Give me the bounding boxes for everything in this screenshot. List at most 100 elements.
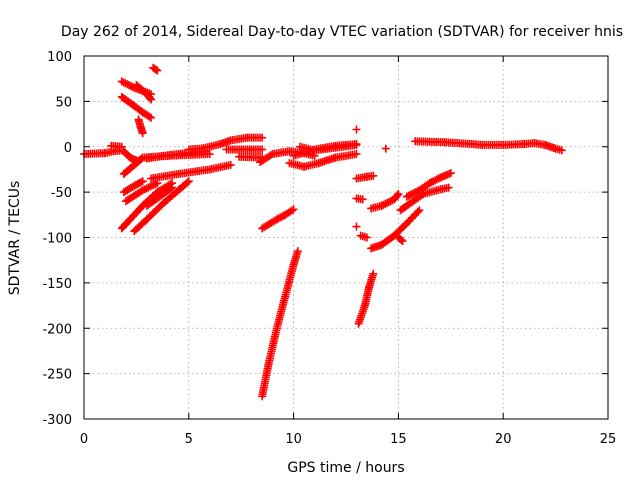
data-series-segment — [285, 150, 361, 171]
data-series-segment — [119, 177, 147, 197]
data-point — [377, 201, 386, 210]
data-point — [381, 144, 390, 153]
data-point — [415, 206, 424, 215]
plot-frame — [83, 55, 609, 420]
y-tick-label: 100 — [47, 50, 72, 65]
data-point — [406, 190, 415, 199]
data-series-segment — [356, 231, 371, 242]
data-point — [226, 160, 235, 169]
data-point — [293, 247, 302, 256]
data-point — [369, 269, 378, 278]
data-point — [184, 177, 193, 186]
data-point — [258, 145, 267, 154]
x-tick-label: 5 — [185, 432, 193, 447]
y-tick-label: -250 — [42, 368, 72, 383]
data-series-segment — [478, 139, 566, 155]
data-point — [145, 112, 154, 121]
data-point — [432, 175, 441, 184]
data-point — [266, 151, 275, 160]
data-series-segment — [142, 183, 177, 210]
data-point — [358, 195, 367, 204]
x-tick-label: 25 — [600, 432, 617, 447]
data-point — [384, 198, 393, 207]
data-series-segment — [258, 247, 302, 401]
data-point — [119, 78, 128, 87]
data-point — [393, 191, 402, 200]
data-point — [287, 206, 296, 215]
data-point — [183, 178, 192, 187]
data-point — [117, 142, 126, 151]
data-point — [362, 233, 371, 242]
data-point — [352, 222, 361, 231]
y-tick-label: -100 — [42, 232, 72, 247]
data-point — [137, 178, 146, 187]
x-tick-label: 0 — [80, 432, 88, 447]
data-point — [126, 81, 135, 90]
data-series-segment — [396, 183, 453, 215]
data-point — [121, 79, 130, 88]
data-point — [258, 133, 267, 142]
data-series-segment — [352, 194, 367, 204]
data-point — [402, 192, 411, 201]
data-point — [289, 205, 298, 214]
data-series-segment — [411, 137, 487, 149]
data-series-segment — [121, 179, 162, 206]
data-point — [138, 129, 147, 138]
y-tick-label: -200 — [42, 322, 72, 337]
data-point — [369, 171, 378, 180]
x-axis-label: GPS time / hours — [287, 460, 404, 476]
x-tick-label: 20 — [495, 432, 512, 447]
data-point — [408, 189, 417, 198]
data-point — [383, 199, 392, 208]
data-series-segment — [354, 269, 378, 328]
data-point — [413, 207, 422, 216]
data-point — [429, 177, 438, 186]
data-points — [80, 63, 566, 401]
data-series-segment — [235, 152, 267, 162]
data-point — [151, 65, 160, 74]
data-series-segment — [402, 169, 455, 201]
data-point — [386, 197, 395, 206]
data-point — [146, 182, 155, 191]
data-point — [352, 150, 361, 159]
data-series-segment — [367, 189, 403, 213]
data-point — [142, 184, 151, 193]
data-point — [168, 183, 177, 192]
grid-lines — [84, 56, 608, 419]
y-tick-label: 0 — [64, 141, 72, 156]
data-point — [427, 178, 436, 187]
y-tick-label: 50 — [55, 95, 72, 110]
data-point — [144, 183, 153, 192]
data-series-segment — [117, 92, 156, 122]
data-point — [124, 81, 133, 90]
data-point — [147, 113, 156, 122]
data-point — [138, 177, 147, 186]
data-series-segment — [107, 141, 126, 151]
data-series-segment — [147, 160, 235, 183]
data-point — [394, 189, 403, 198]
chart-title: Day 262 of 2014, Sidereal Day-to-day VTE… — [61, 24, 623, 40]
data-point — [123, 80, 132, 89]
x-tick-label: 10 — [285, 432, 302, 447]
data-point — [381, 199, 390, 208]
axis-ticks: 0 5 10 15 20 25 100 50 0 -50 -100 -150 -200 -250 -300 — [42, 50, 616, 447]
data-series-segment — [394, 233, 407, 246]
data-point — [444, 183, 453, 192]
data-point — [352, 140, 361, 149]
data-series-segment — [289, 140, 361, 160]
data-series-segment — [132, 81, 156, 104]
data-point — [140, 185, 149, 194]
data-point — [166, 184, 175, 193]
data-point — [409, 189, 418, 198]
data-point — [138, 186, 147, 195]
data-point — [434, 174, 443, 183]
data-point — [205, 150, 214, 159]
data-series-segment — [149, 63, 162, 75]
data-series-segment — [130, 177, 193, 236]
data-point — [425, 179, 434, 188]
data-point — [557, 146, 566, 155]
y-axis-label: SDTVAR / TECUs — [7, 181, 23, 296]
data-point — [147, 181, 156, 190]
data-point — [398, 237, 407, 246]
data-series-segment — [352, 222, 361, 231]
